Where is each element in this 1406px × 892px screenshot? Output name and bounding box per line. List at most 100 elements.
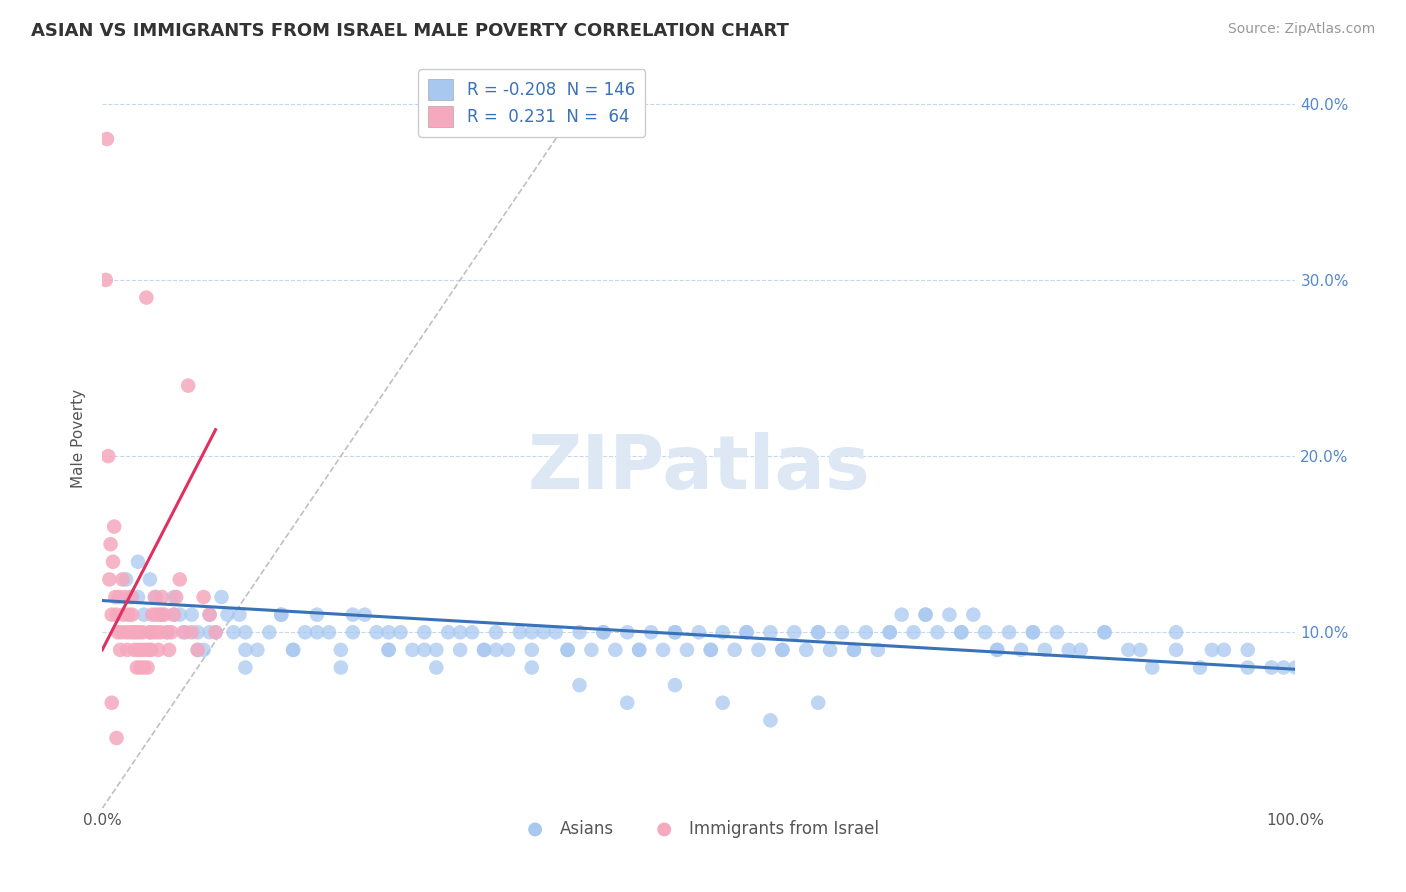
Point [425,643,447,657]
Point [770,643,793,657]
Point [111,573,134,587]
Point [664,625,686,640]
Point [139,643,162,657]
Point [1166,625,1188,640]
Point [132,660,155,674]
Point [169,607,191,622]
Point [1236,643,1258,657]
Point [246,643,269,657]
Point [807,625,830,640]
Point [187,625,209,640]
Point [581,643,603,657]
Point [842,643,865,657]
Point [472,643,495,657]
Point [127,555,149,569]
Point [98,573,121,587]
Point [163,590,186,604]
Point [950,625,973,640]
Point [1212,643,1234,657]
Point [118,625,141,640]
Point [1010,643,1032,657]
Point [125,660,148,674]
Point [294,625,316,640]
Point [141,607,163,622]
Point [100,537,122,551]
Point [108,643,131,657]
Point [1046,625,1069,640]
Point [711,625,734,640]
Point [1033,643,1056,657]
Point [156,625,179,640]
Point [652,643,675,657]
Point [318,625,340,640]
Point [305,625,328,640]
Y-axis label: Male Poverty: Male Poverty [72,389,86,488]
Point [94,273,117,287]
Point [592,625,614,640]
Point [342,607,364,622]
Point [1284,660,1306,674]
Point [616,696,638,710]
Point [676,643,699,657]
Point [520,660,543,674]
Point [496,643,519,657]
Point [270,607,292,622]
Point [485,643,508,657]
Point [138,643,160,657]
Point [794,643,817,657]
Point [97,449,120,463]
Point [180,625,202,640]
Point [187,643,209,657]
Point [108,590,131,604]
Point [449,643,471,657]
Point [134,643,156,657]
Point [132,607,155,622]
Point [557,643,579,657]
Point [259,625,281,640]
Point [148,643,170,657]
Point [143,590,166,604]
Point [107,625,129,640]
Point [533,625,555,640]
Point [664,625,686,640]
Point [122,625,145,640]
Point [115,573,138,587]
Point [866,643,889,657]
Point [124,625,146,640]
Point [187,643,209,657]
Point [235,660,257,674]
Point [150,607,173,622]
Point [1272,660,1295,674]
Point [807,696,830,710]
Point [461,625,484,640]
Point [305,607,328,622]
Point [128,625,150,640]
Point [998,625,1021,640]
Point [124,643,146,657]
Point [150,590,173,604]
Point [165,590,187,604]
Point [472,643,495,657]
Point [914,607,936,622]
Point [153,607,176,622]
Point [747,643,769,657]
Point [204,625,226,640]
Point [129,660,152,674]
Point [449,625,471,640]
Point [509,625,531,640]
Point [132,625,155,640]
Point [1142,660,1164,674]
Point [962,607,984,622]
Point [145,607,167,622]
Point [1118,643,1140,657]
Point [1260,660,1282,674]
Point [568,678,591,692]
Point [592,625,614,640]
Point [437,625,460,640]
Point [413,625,436,640]
Point [1188,660,1211,674]
Point [105,731,128,745]
Point [1022,625,1045,640]
Point [927,625,949,640]
Point [903,625,925,640]
